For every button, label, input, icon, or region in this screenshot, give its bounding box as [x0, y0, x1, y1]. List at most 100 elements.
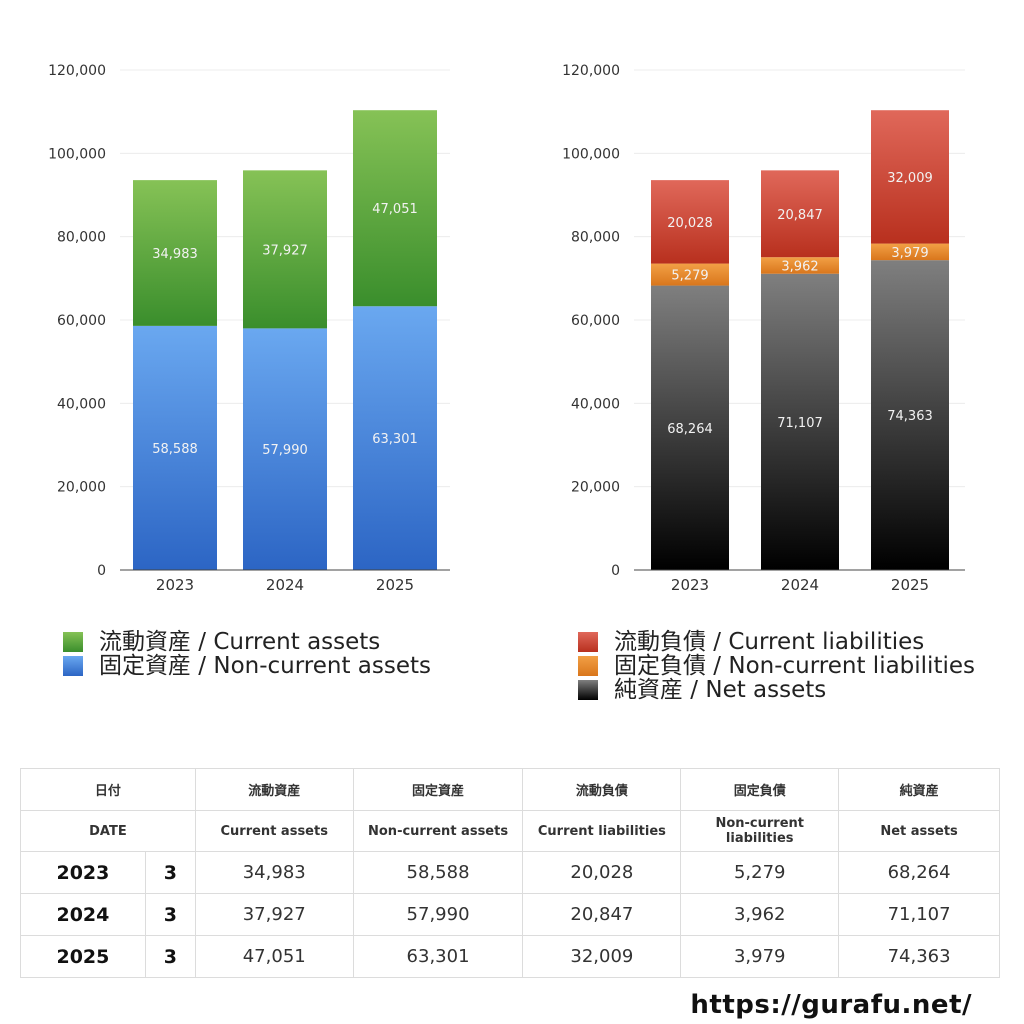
- bar-segment: [761, 257, 839, 274]
- bar-value-label: 68,264: [667, 422, 713, 437]
- bar-value-label: 20,847: [777, 208, 823, 223]
- header-non-current-assets-ja: 固定資産: [352, 768, 524, 811]
- row-month: 3: [144, 935, 196, 978]
- bar-value-label: 47,051: [372, 202, 418, 217]
- bar-segment: [353, 306, 437, 570]
- header-current-assets-en: Current assets: [194, 810, 354, 852]
- legend-item-net-assets: 純資産 / Net assets: [578, 678, 975, 702]
- table-row: 2024 3 37,927 57,990 20,847 3,962 71,107: [20, 893, 1000, 936]
- y-tick-label: 120,000: [562, 63, 620, 79]
- header-current-assets-ja: 流動資産: [194, 768, 354, 811]
- header-current-liabilities-en: Current liabilities: [522, 810, 682, 852]
- table-cell: 3,979: [680, 935, 840, 978]
- x-tick-label: 2024: [266, 576, 304, 594]
- legend-swatch: [63, 656, 83, 676]
- legend-swatch: [578, 656, 598, 676]
- legend-label: 純資産 / Net assets: [614, 677, 827, 703]
- x-tick-label: 2024: [781, 576, 819, 594]
- liabilities-chart: 0 20,000 40,000 60,000 80,000 100,000 120,000 6…: [562, 63, 965, 594]
- header-net-assets-en: Net assets: [838, 810, 1000, 852]
- x-tick-label: 2025: [376, 576, 414, 594]
- bar-segment: [133, 180, 217, 326]
- bar-value-label: 57,990: [262, 443, 308, 458]
- y-tick-label: 20,000: [571, 480, 620, 496]
- table-cell: 34,983: [194, 851, 354, 894]
- site-url[interactable]: https://gurafu.net/: [690, 990, 972, 1020]
- bar-value-label: 71,107: [777, 416, 823, 431]
- row-year: 2025: [20, 935, 146, 978]
- bar-value-label: 32,009: [887, 171, 933, 186]
- table-cell: 71,107: [838, 893, 1000, 936]
- table-cell: 5,279: [680, 851, 840, 894]
- x-tick-label: 2023: [671, 576, 709, 594]
- legend-label: 固定負債 / Non-current liabilities: [614, 653, 975, 679]
- y-tick-label: 100,000: [562, 146, 620, 162]
- table-cell: 32,009: [522, 935, 682, 978]
- header-date-ja: 日付: [20, 768, 196, 811]
- header-net-assets-ja: 純資産: [838, 768, 1000, 811]
- bar-segment: [651, 263, 729, 286]
- legend-label: 流動負債 / Current liabilities: [614, 629, 925, 655]
- legend-item-current-liabilities: 流動負債 / Current liabilities: [578, 630, 975, 654]
- bar-segment: [651, 285, 729, 570]
- table-cell: 58,588: [352, 851, 524, 894]
- bar-segment: [761, 170, 839, 258]
- y-tick-label: 80,000: [57, 230, 106, 246]
- bar-value-label: 37,927: [262, 243, 308, 258]
- legend-item-non-current-assets: 固定資産 / Non-current assets: [63, 654, 431, 678]
- table-cell: 68,264: [838, 851, 1000, 894]
- bar-segment: [871, 243, 949, 261]
- assets-legend: 流動資産 / Current assets 固定資産 / Non-current…: [63, 630, 431, 678]
- bar-segment: [353, 110, 437, 307]
- header-non-current-liabilities-ja: 固定負債: [680, 768, 840, 811]
- table-header-en: DATE Current assets Non-current assets C…: [20, 810, 1000, 852]
- bar-value-label: 5,279: [671, 269, 708, 284]
- header-non-current-assets-en: Non-current assets: [352, 810, 524, 852]
- header-current-liabilities-ja: 流動負債: [522, 768, 682, 811]
- y-tick-label: 80,000: [571, 230, 620, 246]
- legend-swatch: [578, 632, 598, 652]
- legend-swatch: [63, 632, 83, 652]
- bar-segment: [133, 325, 217, 570]
- y-tick-label: 20,000: [57, 480, 106, 496]
- table-cell: 74,363: [838, 935, 1000, 978]
- legend-label: 固定資産 / Non-current assets: [99, 653, 432, 679]
- table-cell: 63,301: [352, 935, 524, 978]
- bar-segment: [243, 328, 327, 570]
- table-cell: 20,028: [522, 851, 682, 894]
- y-tick-label: 60,000: [57, 313, 106, 329]
- bar-value-label: 74,363: [887, 409, 933, 424]
- table-row: 2025 3 47,051 63,301 32,009 3,979 74,363: [20, 935, 1000, 978]
- x-tick-label: 2023: [156, 576, 194, 594]
- legend-label: 流動資産 / Current assets: [99, 629, 381, 655]
- liabilities-legend: 流動負債 / Current liabilities 固定負債 / Non-cu…: [578, 630, 975, 702]
- assets-chart: 0 20,000 40,000 60,000 80,000 100,000 120,000 5…: [48, 63, 450, 594]
- table-cell: 20,847: [522, 893, 682, 936]
- x-tick-label: 2025: [891, 576, 929, 594]
- y-tick-label: 40,000: [57, 396, 106, 412]
- y-tick-label: 100,000: [48, 146, 106, 162]
- y-tick-label: 0: [611, 563, 620, 579]
- y-tick-label: 40,000: [571, 396, 620, 412]
- row-month: 3: [144, 893, 196, 936]
- bar-segment: [761, 273, 839, 570]
- data-table: 日付 流動資産 固定資産 流動負債 固定負債 純資産 DATE Current …: [20, 768, 1000, 978]
- table-cell: 3,962: [680, 893, 840, 936]
- row-month: 3: [144, 851, 196, 894]
- table-cell: 37,927: [194, 893, 354, 936]
- y-tick-label: 60,000: [571, 313, 620, 329]
- legend-swatch: [578, 680, 598, 700]
- bar-value-label: 63,301: [372, 432, 418, 447]
- legend-item-non-current-liabilities: 固定負債 / Non-current liabilities: [578, 654, 975, 678]
- row-year: 2024: [20, 893, 146, 936]
- bar-segment: [871, 260, 949, 570]
- bar-value-label: 34,983: [152, 247, 198, 262]
- bar-segment: [243, 170, 327, 329]
- table-cell: 57,990: [352, 893, 524, 936]
- bar-value-label: 20,028: [667, 216, 713, 231]
- table-header-ja: 日付 流動資産 固定資産 流動負債 固定負債 純資産: [20, 768, 1000, 811]
- y-tick-label: 0: [97, 563, 106, 579]
- header-non-current-liabilities-en: Non-current liabilities: [680, 810, 840, 852]
- bar-segment: [651, 180, 729, 264]
- table-cell: 47,051: [194, 935, 354, 978]
